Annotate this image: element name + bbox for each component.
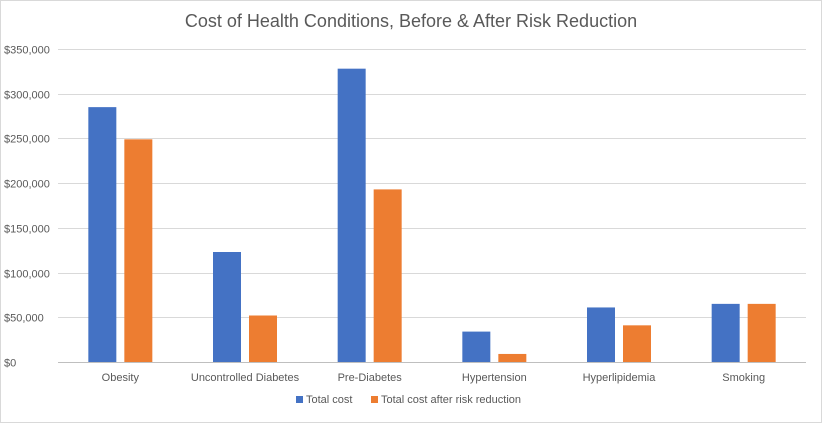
- y-tick-label: $350,000: [4, 45, 50, 57]
- bar-total-cost-pre-diabetes: [337, 68, 366, 362]
- bar-total-cost-after-risk-reduction-obesity: [124, 139, 153, 362]
- bar-total-cost-hyperlipidemia: [587, 307, 615, 362]
- x-tick-label: Smoking: [722, 372, 765, 384]
- legend-label: Total cost after risk reduction: [381, 394, 521, 406]
- x-tick-label: Uncontrolled Diabetes: [191, 372, 300, 384]
- x-axis-tick-labels: Obesity Uncontrolled Diabetes Pre-Diabetes…: [102, 372, 765, 384]
- y-tick-label: $150,000: [4, 224, 50, 236]
- bar-total-cost-hypertension: [462, 331, 491, 362]
- chart-title: Cost of Health Conditions, Before & Afte…: [185, 11, 637, 31]
- y-tick-label: $200,000: [4, 179, 50, 191]
- legend-swatch: [371, 396, 378, 403]
- x-tick-label: Obesity: [102, 372, 140, 384]
- bars: [88, 68, 776, 362]
- gridlines: [58, 49, 806, 363]
- y-tick-label: $300,000: [4, 90, 50, 102]
- bar-total-cost-after-risk-reduction-hypertension: [498, 353, 527, 362]
- bar-total-cost-after-risk-reduction-hyperlipidemia: [623, 325, 651, 362]
- bar-total-cost-uncontrolled-diabetes: [213, 252, 241, 362]
- bar-total-cost-after-risk-reduction-pre-diabetes: [373, 189, 402, 362]
- y-axis-tick-labels: $0 $50,000 $100,000 $150,000 $200,000 $250,00…: [4, 45, 50, 370]
- legend-label: Total cost: [306, 394, 352, 406]
- legend-swatch: [296, 396, 303, 403]
- x-tick-label: Hypertension: [462, 372, 527, 384]
- y-tick-label: $50,000: [4, 313, 44, 325]
- bar-total-cost-after-risk-reduction-uncontrolled-diabetes: [249, 315, 277, 362]
- bar-total-cost-obesity: [88, 107, 117, 362]
- legend: Total cost Total cost after risk reductio…: [296, 394, 521, 406]
- x-tick-label: Hyperlipidemia: [583, 372, 657, 384]
- bar-total-cost-after-risk-reduction-smoking: [747, 303, 776, 362]
- y-tick-label: $250,000: [4, 134, 50, 146]
- y-tick-label: $0: [4, 358, 16, 370]
- bar-total-cost-smoking: [711, 303, 740, 362]
- x-tick-label: Pre-Diabetes: [338, 372, 403, 384]
- y-tick-label: $100,000: [4, 269, 50, 281]
